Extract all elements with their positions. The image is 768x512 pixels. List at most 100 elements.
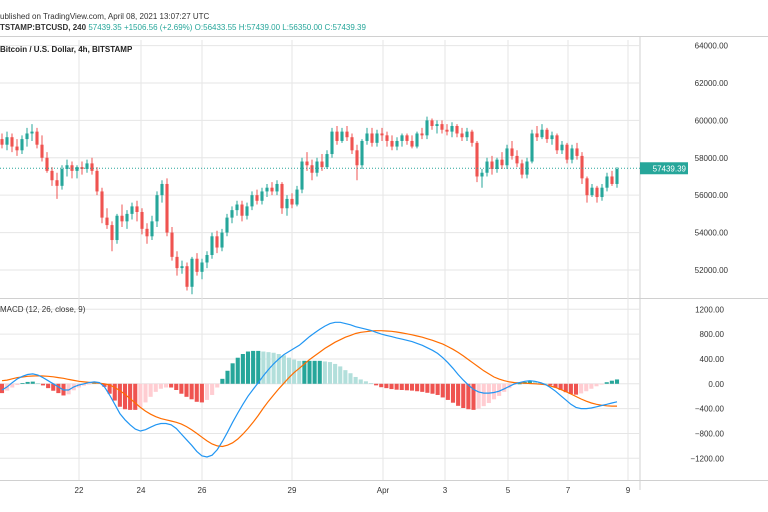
- candle-body: [495, 159, 499, 169]
- histogram-bar: [148, 383, 153, 397]
- candle-body: [45, 157, 49, 171]
- histogram-bar: [143, 383, 148, 403]
- histogram-bar: [66, 383, 71, 395]
- signal-line: [1, 330, 617, 448]
- macd-tick-label: 800.00: [700, 330, 725, 339]
- symbol-label[interactable]: TSTAMP:BTCUSD, 240: [0, 23, 87, 32]
- histogram-bar: [614, 379, 620, 384]
- histogram-bar: [609, 380, 614, 384]
- histogram-bar: [343, 370, 348, 384]
- candle-body: [420, 133, 424, 136]
- candle-body: [475, 142, 479, 177]
- histogram-bar: [394, 383, 399, 390]
- histogram-bar: [179, 383, 184, 394]
- histogram-bar: [481, 383, 486, 407]
- candle-body: [550, 135, 554, 140]
- histogram-bar: [261, 351, 266, 384]
- candle-body: [25, 133, 29, 140]
- candle-body: [40, 144, 44, 158]
- candle-body: [210, 236, 214, 255]
- candle-body: [85, 163, 89, 169]
- candle-body: [15, 146, 19, 151]
- candle-body: [190, 258, 194, 287]
- histogram-bar: [271, 352, 276, 384]
- candle-body: [370, 133, 374, 143]
- candle-body: [120, 215, 124, 222]
- histogram-bar: [450, 383, 456, 403]
- histogram-bar: [527, 381, 532, 384]
- candle-body: [555, 135, 559, 151]
- histogram-bar: [497, 383, 502, 396]
- histogram-bar: [240, 354, 245, 384]
- histogram-bar: [604, 382, 609, 384]
- histogram-bar: [594, 383, 599, 387]
- histogram-bar: [251, 350, 256, 384]
- candle-body: [380, 133, 384, 136]
- time-tick-label: 7: [566, 486, 571, 495]
- candle-body: [240, 204, 244, 216]
- candle-body: [295, 189, 299, 205]
- candle-body: [480, 172, 484, 177]
- candle-body: [595, 187, 599, 198]
- publish-info: ublished on TradingView.com, April 08, 2…: [0, 12, 210, 21]
- histogram-bar: [235, 357, 240, 384]
- histogram-bar: [568, 383, 573, 395]
- histogram-bar: [466, 383, 471, 410]
- histogram-bar: [204, 383, 210, 400]
- candle-body: [0, 139, 4, 145]
- time-tick-label: 9: [626, 486, 631, 495]
- candle-body: [10, 137, 14, 147]
- histogram-bar: [30, 381, 35, 384]
- candle-body: [300, 161, 304, 190]
- candle-body: [100, 191, 104, 218]
- candle-body: [505, 148, 509, 166]
- candle-body: [320, 161, 324, 168]
- candle-body: [140, 212, 144, 229]
- candle-body: [150, 221, 154, 237]
- histogram-bar: [40, 383, 46, 386]
- candle-body: [600, 187, 604, 198]
- histogram-bar: [317, 360, 322, 384]
- histogram-bar: [599, 383, 604, 385]
- time-tick-label: 3: [443, 486, 448, 495]
- histogram-bar: [87, 383, 92, 385]
- candle-body: [215, 236, 219, 248]
- time-tick-label: 26: [198, 486, 207, 495]
- candle-body: [160, 183, 164, 196]
- candle-body: [125, 213, 129, 222]
- ohlc-values: O:56433.55 H:57439.00 L:56350.00 C:57439…: [194, 23, 366, 32]
- candle-body: [465, 131, 469, 138]
- histogram-bar: [117, 383, 122, 407]
- histogram-bar: [476, 383, 481, 409]
- histogram-bar: [276, 354, 281, 384]
- candle-body: [440, 124, 444, 130]
- macd-tick-label: 400.00: [700, 355, 725, 364]
- histogram-bar: [491, 383, 497, 400]
- change-value: +1506.56 (+2.69%): [123, 23, 193, 32]
- candle-body: [425, 120, 429, 136]
- histogram-bar: [245, 351, 251, 384]
- histogram-bar: [158, 383, 163, 389]
- candle-body: [5, 137, 9, 145]
- candle-body: [275, 183, 279, 192]
- price-tick-label: 56000.00: [695, 191, 729, 200]
- candle-body: [30, 131, 34, 134]
- candle-body: [390, 140, 394, 147]
- candle-body: [105, 217, 109, 226]
- candle-body: [230, 210, 234, 218]
- candle-body: [155, 195, 159, 222]
- last-value: 57439.35: [88, 23, 122, 32]
- histogram-bar: [230, 363, 235, 384]
- candle-body: [415, 133, 419, 147]
- histogram-bar: [225, 370, 230, 384]
- candle-body: [570, 148, 574, 160]
- candle-body: [245, 206, 249, 216]
- histogram-bar: [102, 383, 107, 387]
- candle-body: [110, 225, 114, 241]
- candle-body: [385, 135, 389, 141]
- candle-body: [515, 155, 519, 164]
- candle-body: [455, 126, 459, 134]
- histogram-bar: [35, 383, 40, 384]
- candle-body: [65, 165, 69, 169]
- macd-tick-label: −400.00: [695, 405, 725, 414]
